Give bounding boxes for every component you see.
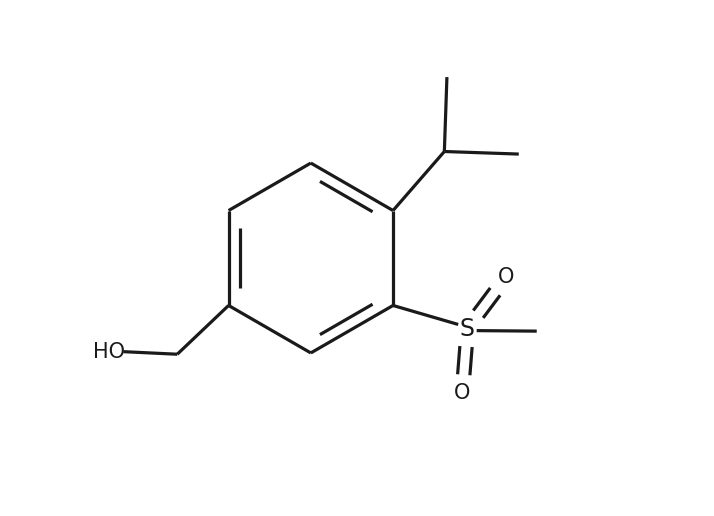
Text: HO: HO: [93, 342, 125, 362]
Text: O: O: [498, 267, 514, 287]
Text: S: S: [460, 317, 475, 341]
Text: O: O: [454, 383, 471, 402]
